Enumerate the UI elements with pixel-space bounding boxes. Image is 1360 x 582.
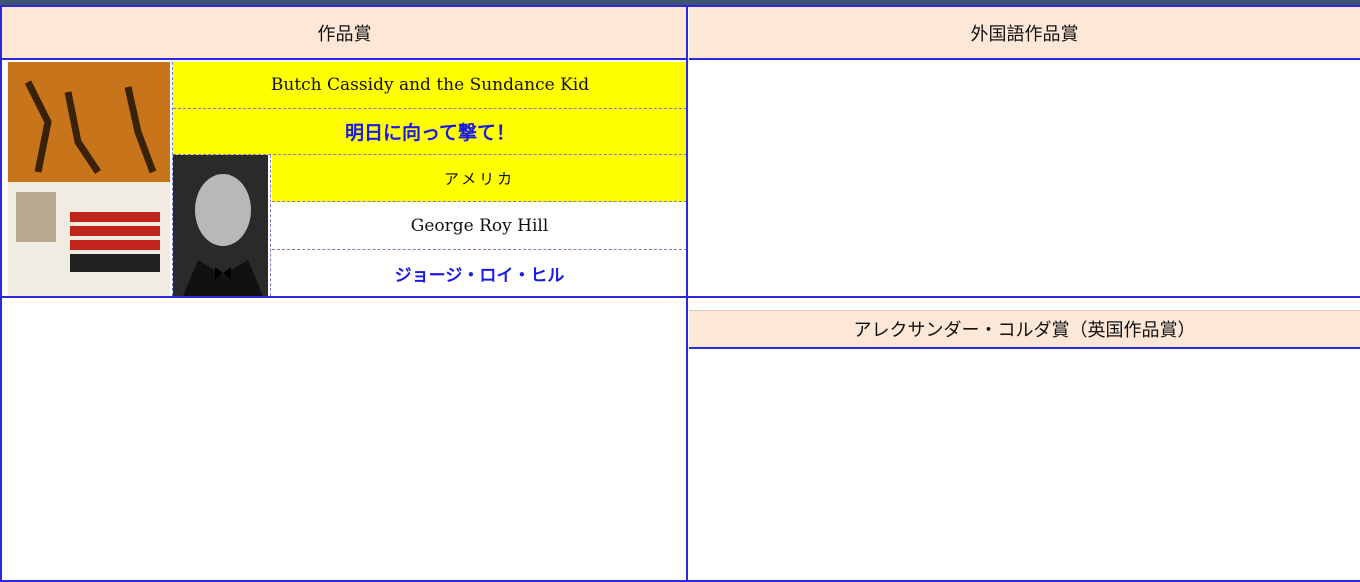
- border: [686, 7, 688, 582]
- divider: [270, 155, 271, 296]
- header-cell: 作品賞: [2, 7, 687, 60]
- header-cell: 外国語作品賞: [689, 7, 1360, 60]
- top-bar: [0, 0, 1360, 7]
- poster-image: [8, 62, 170, 296]
- divider: [172, 62, 173, 296]
- border: [0, 580, 1360, 582]
- award-header: アレクサンダー・コルダ賞（英国作品賞）: [689, 310, 1360, 349]
- director: George Roy Hill: [272, 202, 687, 250]
- director-photo: [173, 155, 268, 296]
- director-japanese: ジョージ・ロイ・ヒル: [394, 265, 565, 286]
- border: [0, 296, 1360, 298]
- border: [0, 7, 2, 582]
- original-title: Butch Cassidy and the Sundance Kid: [173, 62, 687, 109]
- country: アメリカ: [272, 155, 687, 202]
- japanese-title: 明日に向って撃て！: [173, 109, 687, 155]
